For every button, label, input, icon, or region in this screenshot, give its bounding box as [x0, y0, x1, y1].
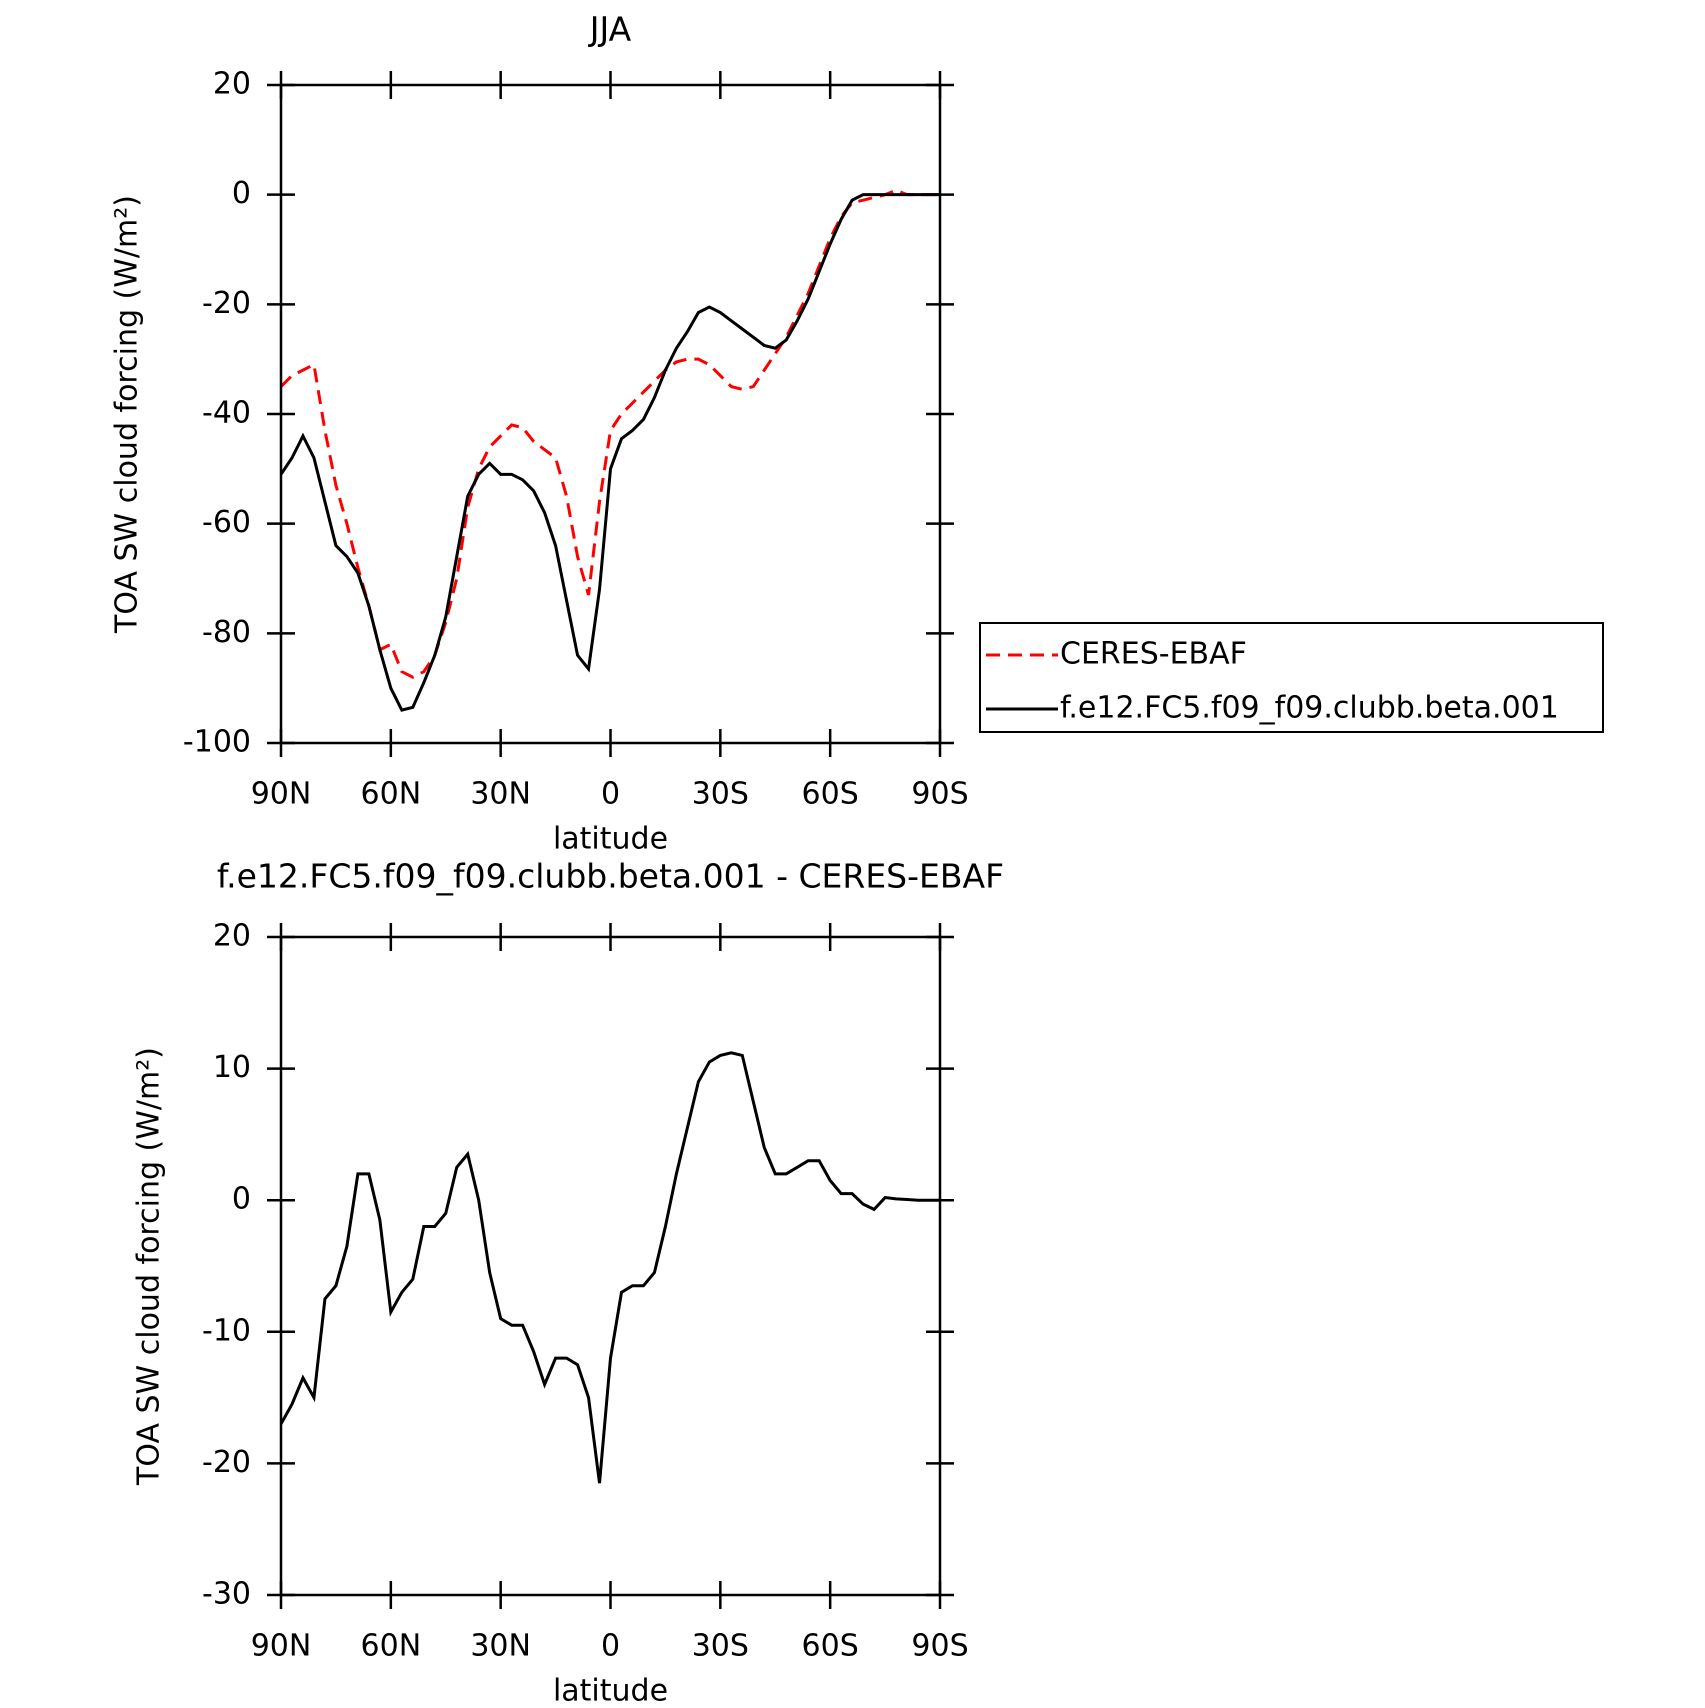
x-tick-label: 30S: [692, 777, 749, 812]
y-axis-label: TOA SW cloud forcing (W/m²): [132, 1047, 167, 1486]
y-tick-label: 0: [232, 176, 251, 211]
x-tick-label: 60N: [361, 1629, 422, 1664]
x-axis-label: latitude: [553, 1674, 668, 1708]
x-axis-label: latitude: [553, 822, 668, 857]
x-tick-label: 90S: [911, 777, 968, 812]
chart-title: JJA: [588, 10, 632, 49]
x-tick-label: 90S: [911, 1629, 968, 1664]
legend-label: CERES-EBAF: [1060, 637, 1247, 672]
plot-frame: [279, 83, 942, 745]
y-tick-label: 20: [213, 919, 251, 954]
x-tick-label: 30N: [470, 777, 531, 812]
data-line: [279, 193, 940, 712]
y-tick-label: -20: [202, 286, 251, 321]
data-line: [279, 1051, 940, 1484]
data-line: [279, 188, 940, 679]
y-tick-label: 0: [232, 1182, 251, 1217]
y-axis-label: TOA SW cloud forcing (W/m²): [110, 195, 145, 634]
y-tick-label: -10: [202, 1313, 251, 1348]
x-tick-label: 90N: [251, 1629, 312, 1664]
x-tick-label: 60N: [361, 777, 422, 812]
x-tick-label: 0: [601, 1629, 620, 1664]
x-tick-label: 30S: [692, 1629, 749, 1664]
y-tick-label: -60: [202, 505, 251, 540]
legend-label: f.e12.FC5.f09_f09.clubb.beta.001: [1060, 691, 1559, 726]
plot-frame: [279, 935, 942, 1597]
y-tick-label: -80: [202, 615, 251, 650]
y-tick-label: -100: [183, 725, 251, 760]
x-tick-label: 60S: [802, 1629, 859, 1664]
legend-box: [979, 622, 1604, 733]
y-tick-label: 10: [213, 1050, 251, 1085]
y-tick-label: -30: [202, 1577, 251, 1612]
y-tick-label: -40: [202, 396, 251, 431]
y-tick-label: -20: [202, 1445, 251, 1480]
x-tick-label: 30N: [470, 1629, 531, 1664]
x-tick-label: 0: [601, 777, 620, 812]
chart-title: f.e12.FC5.f09_f09.clubb.beta.001 - CERES…: [217, 857, 1004, 896]
y-tick-label: 20: [213, 67, 251, 102]
x-tick-label: 60S: [802, 777, 859, 812]
x-tick-label: 90N: [251, 777, 312, 812]
